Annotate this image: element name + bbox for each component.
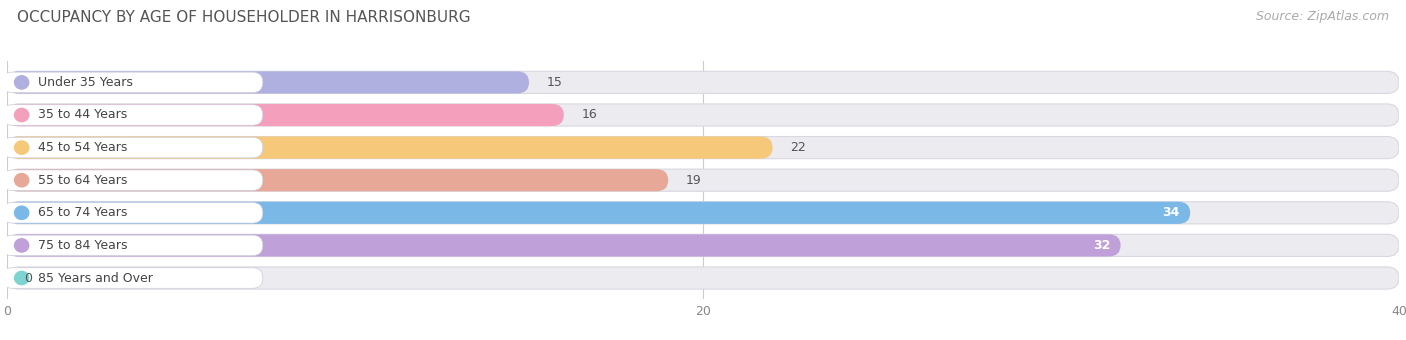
FancyBboxPatch shape xyxy=(7,71,1399,94)
Text: 45 to 54 Years: 45 to 54 Years xyxy=(38,141,128,154)
Text: OCCUPANCY BY AGE OF HOUSEHOLDER IN HARRISONBURG: OCCUPANCY BY AGE OF HOUSEHOLDER IN HARRI… xyxy=(17,10,471,25)
Text: 0: 0 xyxy=(24,272,32,285)
FancyBboxPatch shape xyxy=(7,71,529,94)
FancyBboxPatch shape xyxy=(1,235,263,256)
FancyBboxPatch shape xyxy=(1,72,263,93)
Circle shape xyxy=(14,239,28,252)
Text: 35 to 44 Years: 35 to 44 Years xyxy=(38,108,128,121)
FancyBboxPatch shape xyxy=(7,169,668,191)
FancyBboxPatch shape xyxy=(7,234,1121,256)
FancyBboxPatch shape xyxy=(7,169,1399,191)
FancyBboxPatch shape xyxy=(7,202,1399,224)
FancyBboxPatch shape xyxy=(1,268,263,288)
Circle shape xyxy=(14,271,28,285)
Text: 19: 19 xyxy=(686,174,702,187)
Text: 55 to 64 Years: 55 to 64 Years xyxy=(38,174,128,187)
Text: 75 to 84 Years: 75 to 84 Years xyxy=(38,239,128,252)
Text: Source: ZipAtlas.com: Source: ZipAtlas.com xyxy=(1256,10,1389,23)
FancyBboxPatch shape xyxy=(7,234,1399,256)
Circle shape xyxy=(14,108,28,122)
Text: 15: 15 xyxy=(547,76,562,89)
FancyBboxPatch shape xyxy=(7,137,773,159)
Circle shape xyxy=(14,141,28,154)
FancyBboxPatch shape xyxy=(1,203,263,223)
Text: 34: 34 xyxy=(1163,206,1180,219)
Text: 16: 16 xyxy=(581,108,598,121)
FancyBboxPatch shape xyxy=(7,104,564,126)
FancyBboxPatch shape xyxy=(1,105,263,125)
FancyBboxPatch shape xyxy=(7,202,1191,224)
FancyBboxPatch shape xyxy=(1,170,263,190)
Text: 22: 22 xyxy=(790,141,806,154)
FancyBboxPatch shape xyxy=(7,137,1399,159)
Text: 65 to 74 Years: 65 to 74 Years xyxy=(38,206,128,219)
FancyBboxPatch shape xyxy=(7,104,1399,126)
Circle shape xyxy=(14,76,28,89)
Text: 32: 32 xyxy=(1092,239,1111,252)
Text: Under 35 Years: Under 35 Years xyxy=(38,76,134,89)
FancyBboxPatch shape xyxy=(7,267,1399,289)
Text: 85 Years and Over: 85 Years and Over xyxy=(38,272,153,285)
FancyBboxPatch shape xyxy=(1,137,263,158)
Circle shape xyxy=(14,173,28,187)
Circle shape xyxy=(14,206,28,219)
